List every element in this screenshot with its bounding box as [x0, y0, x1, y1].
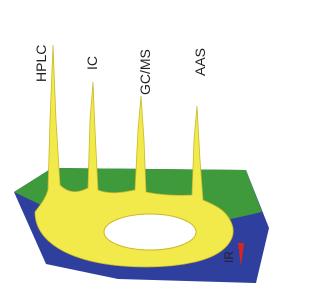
- diagram: HPLC IC GC/MS AAS IR: [0, 0, 273, 290]
- label: HPLC: [33, 45, 49, 82]
- label: AAS: [192, 48, 208, 76]
- center-hole: [104, 214, 196, 250]
- label: IC: [84, 56, 100, 70]
- label: GC/MS: [137, 49, 153, 95]
- label: IR: [222, 251, 236, 263]
